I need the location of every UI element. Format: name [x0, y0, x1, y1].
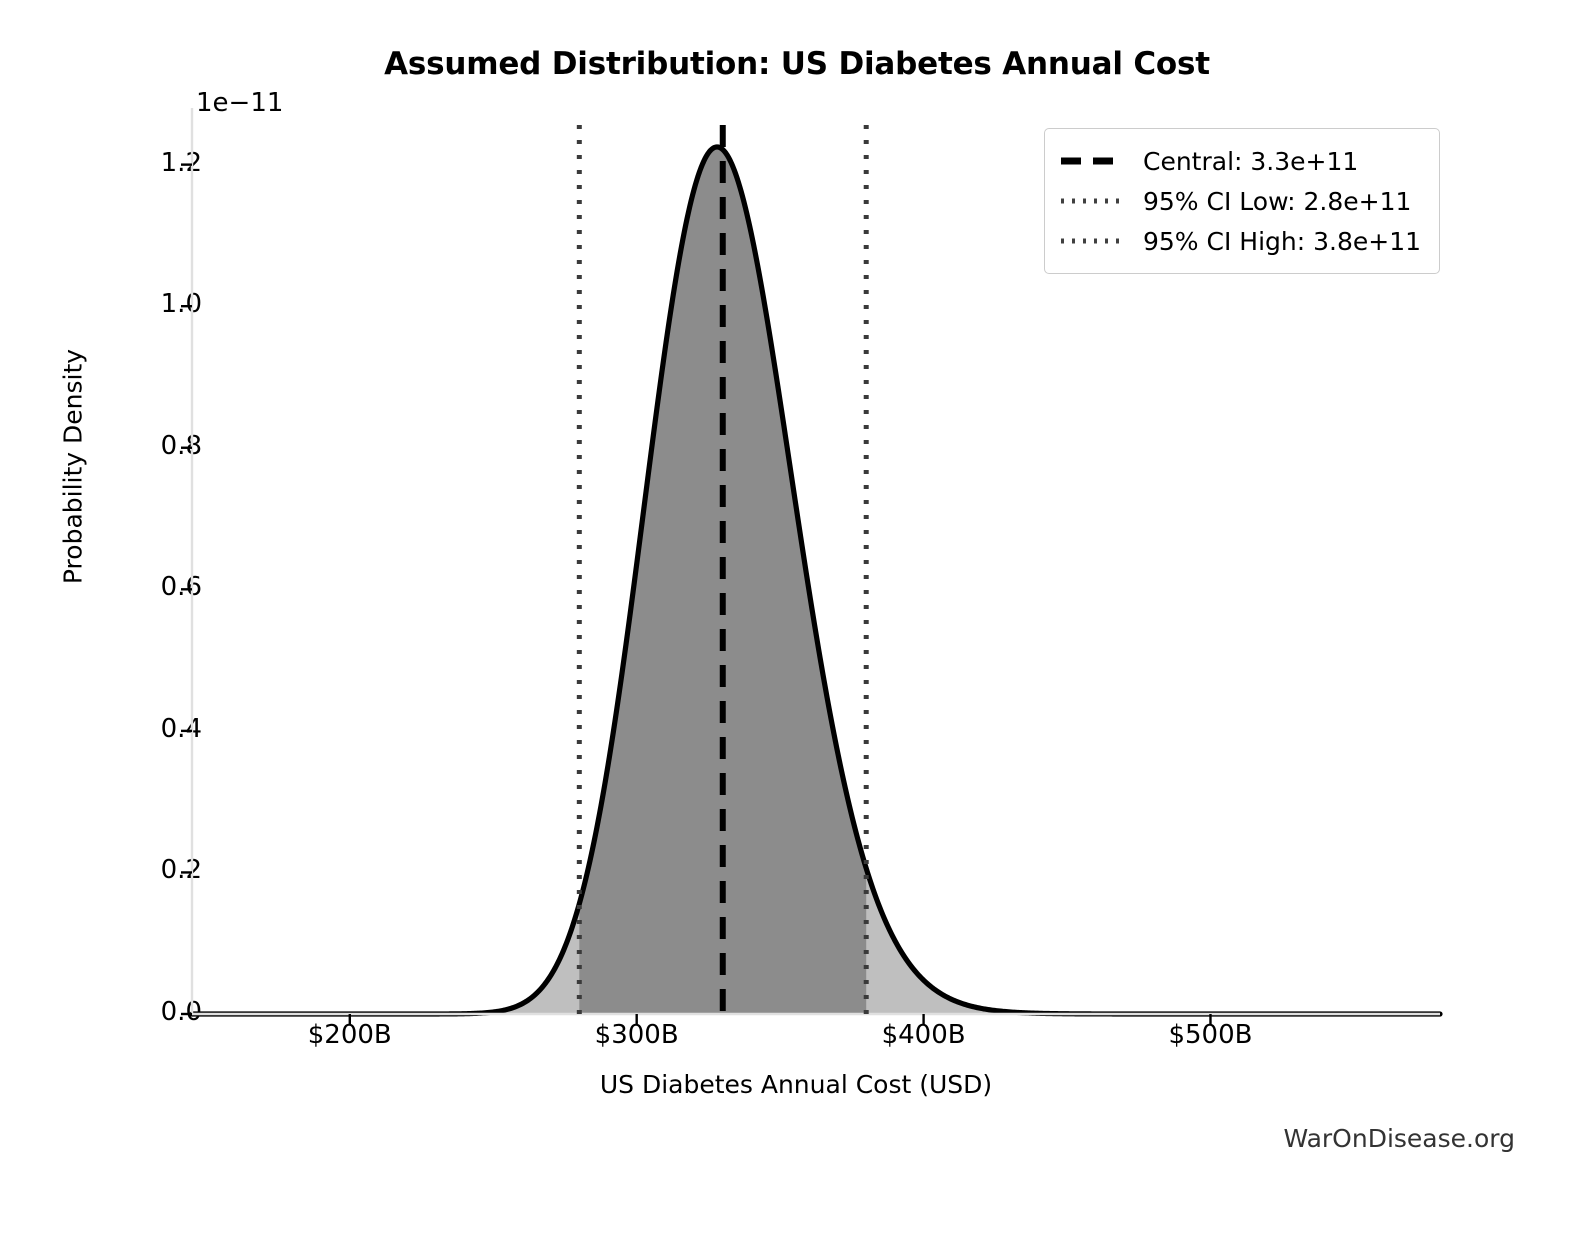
- y-tick-label: 0.2: [160, 855, 202, 886]
- y-tick-label: 0.6: [160, 572, 202, 603]
- legend-swatch-dashed: [1059, 149, 1125, 173]
- legend-swatch-dotted-low: [1059, 189, 1125, 213]
- legend-label-central: Central: 3.3e+11: [1143, 146, 1359, 176]
- density-fill-ci: [579, 146, 867, 1014]
- legend-label-ci-low: 95% CI Low: 2.8e+11: [1143, 186, 1412, 216]
- page-title: Assumed Distribution: US Diabetes Annual…: [384, 46, 1210, 82]
- legend-item-ci-high: 95% CI High: 3.8e+11: [1059, 221, 1425, 261]
- watermark: WarOnDisease.org: [1283, 1124, 1515, 1153]
- y-tick-label: 0.8: [160, 430, 202, 461]
- legend-label-ci-high: 95% CI High: 3.8e+11: [1143, 226, 1422, 256]
- axis-ticks: [181, 163, 1212, 1025]
- y-axis-offset-label: 1e−11: [196, 88, 284, 118]
- legend: Central: 3.3e+11 95% CI Low: 2.8e+11 95%…: [1044, 128, 1440, 274]
- legend-item-central: Central: 3.3e+11: [1059, 141, 1425, 181]
- legend-item-ci-low: 95% CI Low: 2.8e+11: [1059, 181, 1425, 221]
- x-axis-label: US Diabetes Annual Cost (USD): [599, 1070, 993, 1099]
- y-tick-label: 1.2: [160, 147, 202, 178]
- y-tick-label: 0.4: [160, 713, 202, 744]
- legend-swatch-dotted-high: [1059, 229, 1125, 253]
- y-tick-label: 1.0: [160, 289, 202, 320]
